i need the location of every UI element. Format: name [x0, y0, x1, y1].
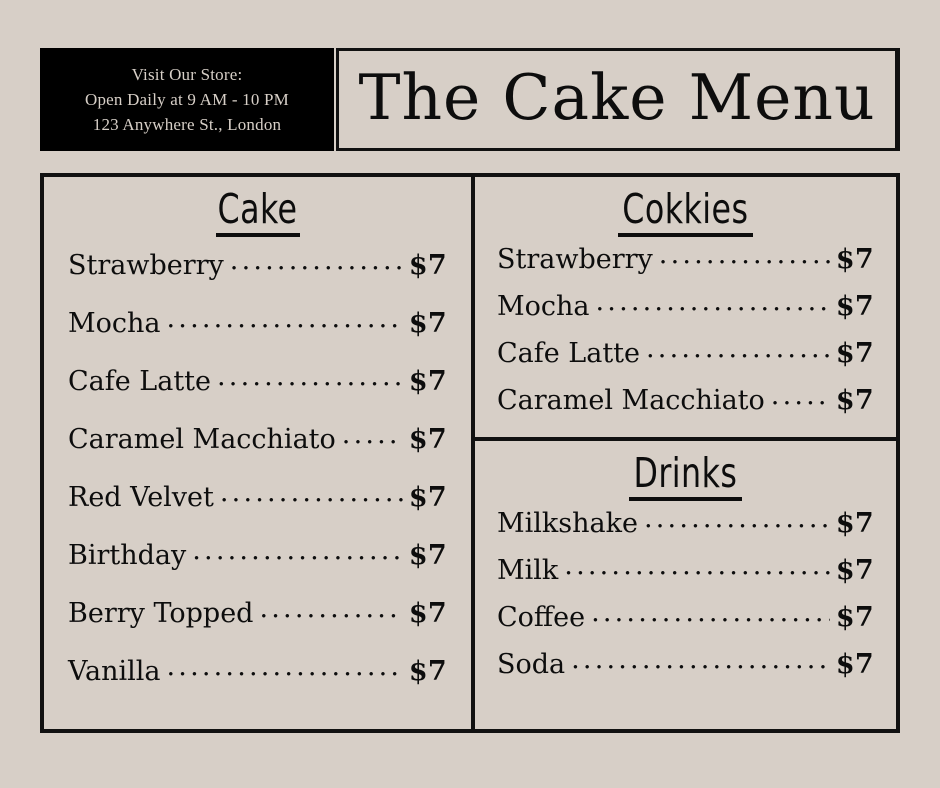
- menu-item-row[interactable]: Strawberry $7: [68, 247, 447, 305]
- menu-list-cokkies: Strawberry $7 Mocha $7 Cafe Latte $7: [497, 241, 874, 429]
- menu-item-row[interactable]: Mocha $7: [68, 305, 447, 363]
- menu-item-price: $7: [835, 291, 874, 322]
- menu-item-row[interactable]: Cafe Latte $7: [68, 363, 447, 421]
- section-header-cake: Cake: [68, 177, 447, 237]
- menu-item-row[interactable]: Milkshake $7: [497, 505, 874, 552]
- store-info-line-2: Open Daily at 9 AM - 10 PM: [85, 90, 289, 109]
- menu-item-price: $7: [835, 385, 874, 416]
- menu-item-name: Red Velvet: [68, 482, 214, 513]
- dot-leader: [659, 241, 830, 268]
- menu-item-name: Milkshake: [497, 508, 638, 539]
- menu-item-name: Strawberry: [68, 250, 224, 281]
- dot-leader: [596, 288, 830, 315]
- menu-item-price: $7: [835, 649, 874, 680]
- menu-item-name: Cafe Latte: [497, 338, 641, 369]
- menu-item-price: $7: [408, 598, 447, 629]
- menu-item-row[interactable]: Mocha $7: [497, 288, 874, 335]
- dot-leader: [571, 646, 830, 673]
- menu-item-row[interactable]: Berry Topped $7: [68, 595, 447, 653]
- menu-item-price: $7: [408, 540, 447, 571]
- menu-item-name: Caramel Macchiato: [68, 424, 336, 455]
- menu-section-drinks: Drinks Milkshake $7 Milk $7 Co: [475, 441, 896, 693]
- menu-item-name: Milk: [497, 555, 559, 586]
- dot-leader: [167, 305, 403, 332]
- menu-item-price: $7: [408, 482, 447, 513]
- title-box: The Cake Menu: [336, 48, 900, 151]
- dot-leader: [192, 537, 403, 564]
- dot-leader: [591, 599, 830, 626]
- menu-item-price: $7: [835, 508, 874, 539]
- menu-item-price: $7: [835, 602, 874, 633]
- store-info-line-3: 123 Anywhere St., London: [92, 115, 282, 134]
- menu-item-name: Coffee: [497, 602, 586, 633]
- menu-item-name: Soda: [497, 649, 566, 680]
- menu-item-row[interactable]: Caramel Macchiato $7: [497, 382, 874, 429]
- section-title-cake: Cake: [217, 185, 298, 233]
- page-title: The Cake Menu: [358, 61, 876, 134]
- menu-item-price: $7: [408, 308, 447, 339]
- menu-item-row[interactable]: Coffee $7: [497, 599, 874, 646]
- dot-leader: [646, 335, 830, 362]
- menu-item-row[interactable]: Birthday $7: [68, 537, 447, 595]
- store-info-line-1: Visit Our Store:: [131, 65, 243, 84]
- section-underline-cake: [215, 233, 300, 237]
- menu-item-name: Mocha: [68, 308, 161, 339]
- section-underline-cokkies: [618, 233, 753, 237]
- dot-leader: [564, 552, 830, 579]
- dot-leader: [644, 505, 830, 532]
- menu-item-row[interactable]: Soda $7: [497, 646, 874, 693]
- menu-list-drinks: Milkshake $7 Milk $7 Coffee $7: [497, 505, 874, 693]
- dot-leader: [220, 479, 403, 506]
- menu-item-price: $7: [835, 338, 874, 369]
- dot-leader: [167, 653, 403, 680]
- menu-list-cake: Strawberry $7 Mocha $7 Cafe Latte $7 Car…: [68, 247, 447, 711]
- menu-item-row[interactable]: Milk $7: [497, 552, 874, 599]
- section-header-cokkies: Cokkies: [497, 177, 874, 237]
- menu-section-cake: Cake Strawberry $7 Mocha $7 Cafe Latte: [44, 177, 475, 729]
- menu-item-price: $7: [408, 424, 447, 455]
- dot-leader: [259, 595, 402, 622]
- menu-item-price: $7: [835, 244, 874, 275]
- menu-item-row[interactable]: Strawberry $7: [497, 241, 874, 288]
- dot-leader: [342, 421, 403, 448]
- menu-item-name: Mocha: [497, 291, 590, 322]
- dot-leader: [771, 382, 830, 409]
- menu-item-price: $7: [408, 656, 447, 687]
- menu-item-row[interactable]: Red Velvet $7: [68, 479, 447, 537]
- right-column: Cokkies Strawberry $7 Mocha $7: [475, 177, 896, 729]
- menu-item-name: Vanilla: [68, 656, 161, 687]
- menu-item-name: Birthday: [68, 540, 187, 571]
- dot-leader: [217, 363, 403, 390]
- menu-item-name: Berry Topped: [68, 598, 254, 629]
- menu-item-price: $7: [408, 250, 447, 281]
- menu-body: Cake Strawberry $7 Mocha $7 Cafe Latte: [40, 173, 900, 733]
- menu-item-price: $7: [408, 366, 447, 397]
- menu-item-name: Caramel Macchiato: [497, 385, 765, 416]
- store-info-block: Visit Our Store: Open Daily at 9 AM - 10…: [40, 48, 334, 151]
- menu-item-row[interactable]: Cafe Latte $7: [497, 335, 874, 382]
- section-title-drinks: Drinks: [633, 449, 738, 497]
- menu-item-name: Cafe Latte: [68, 366, 212, 397]
- section-title-cokkies: Cokkies: [622, 185, 749, 233]
- menu-item-price: $7: [835, 555, 874, 586]
- dot-leader: [230, 247, 403, 274]
- menu-item-row[interactable]: Vanilla $7: [68, 653, 447, 711]
- menu-item-name: Strawberry: [497, 244, 653, 275]
- section-header-drinks: Drinks: [497, 441, 874, 501]
- poster-header: Visit Our Store: Open Daily at 9 AM - 10…: [40, 48, 900, 151]
- menu-section-cokkies: Cokkies Strawberry $7 Mocha $7: [475, 177, 896, 441]
- section-underline-drinks: [629, 497, 742, 501]
- menu-item-row[interactable]: Caramel Macchiato $7: [68, 421, 447, 479]
